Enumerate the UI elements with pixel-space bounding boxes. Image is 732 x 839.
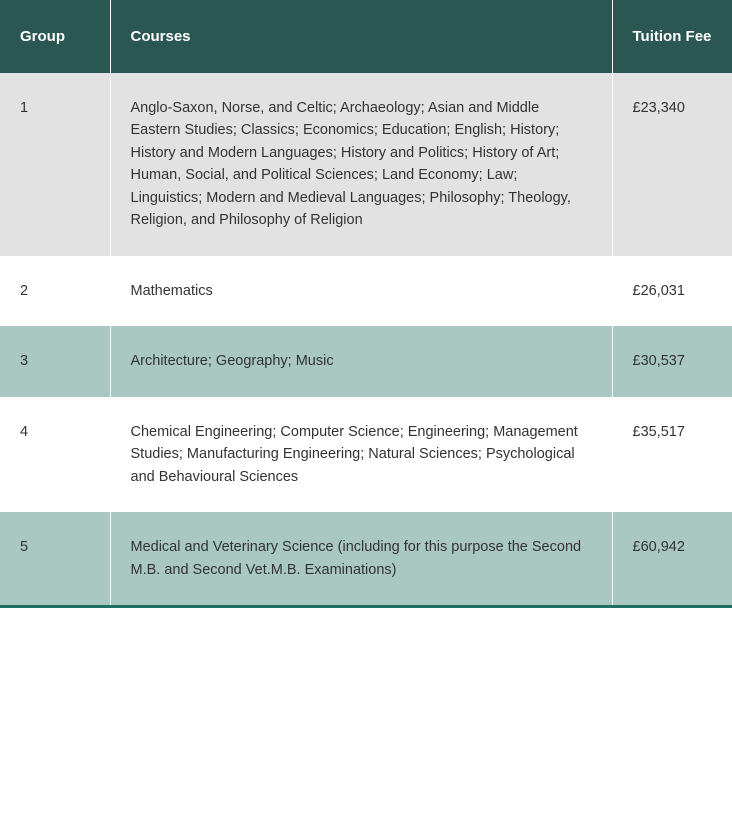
cell-courses: Medical and Veterinary Science (includin…	[110, 512, 612, 606]
cell-courses: Architecture; Geography; Music	[110, 326, 612, 396]
cell-fee: £30,537	[612, 326, 732, 396]
column-header-group: Group	[0, 0, 110, 73]
table-row: 5 Medical and Veterinary Science (includ…	[0, 512, 732, 606]
table-header-row: Group Courses Tuition Fee	[0, 0, 732, 73]
cell-group: 3	[0, 326, 110, 396]
table-row: 1 Anglo-Saxon, Norse, and Celtic; Archae…	[0, 73, 732, 256]
cell-group: 2	[0, 256, 110, 326]
table-row: 2 Mathematics £26,031	[0, 256, 732, 326]
column-header-fee: Tuition Fee	[612, 0, 732, 73]
column-header-courses: Courses	[110, 0, 612, 73]
cell-group: 5	[0, 512, 110, 606]
cell-courses: Chemical Engineering; Computer Science; …	[110, 397, 612, 512]
cell-fee: £23,340	[612, 73, 732, 256]
cell-group: 4	[0, 397, 110, 512]
cell-group: 1	[0, 73, 110, 256]
table-row: 4 Chemical Engineering; Computer Science…	[0, 397, 732, 512]
cell-courses: Mathematics	[110, 256, 612, 326]
cell-fee: £60,942	[612, 512, 732, 606]
cell-fee: £26,031	[612, 256, 732, 326]
table-row: 3 Architecture; Geography; Music £30,537	[0, 326, 732, 396]
cell-courses: Anglo-Saxon, Norse, and Celtic; Archaeol…	[110, 73, 612, 256]
cell-fee: £35,517	[612, 397, 732, 512]
tuition-fee-table: Group Courses Tuition Fee 1 Anglo-Saxon,…	[0, 0, 732, 608]
